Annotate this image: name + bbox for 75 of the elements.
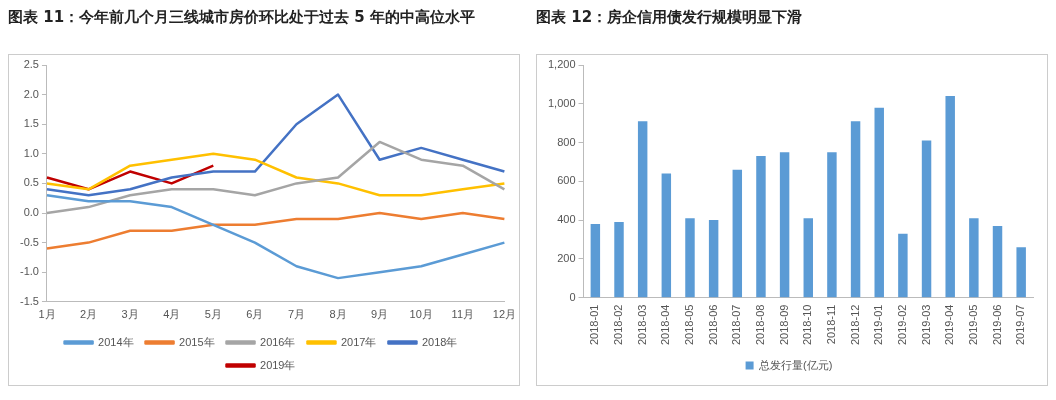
x-tick-label: 12月 — [492, 308, 517, 321]
x-tick-label: 2019-04 — [943, 304, 956, 346]
x-tick-label: 4月 — [163, 308, 181, 321]
bar — [945, 96, 955, 298]
x-tick-label: 2019-06 — [990, 304, 1003, 346]
x-tick-label: 2018-07 — [730, 304, 743, 346]
x-tick-label: 8月 — [329, 308, 347, 321]
bar — [779, 152, 790, 298]
x-tick-label: 2018-10 — [801, 304, 814, 346]
legend-label: 2014年 — [98, 335, 134, 348]
y-tick-label: 2.5 — [23, 58, 39, 71]
legend-label: 2018年 — [421, 335, 458, 348]
y-tick-label: 800 — [557, 135, 576, 148]
legend-label: 2019年 — [260, 358, 296, 371]
legend-label: 2016年 — [260, 335, 296, 348]
x-tick-label: 2018-02 — [612, 304, 625, 346]
bar — [803, 218, 813, 298]
y-tick-label: 200 — [557, 251, 576, 264]
y-tick-label: 400 — [557, 213, 576, 226]
x-tick-label: 2019-03 — [919, 304, 932, 346]
y-tick-label: 0.0 — [23, 206, 39, 219]
bar — [708, 220, 719, 298]
x-tick-label: 2月 — [79, 308, 98, 321]
bar — [661, 173, 672, 298]
x-tick-label: 7月 — [287, 308, 306, 321]
x-tick-label: 2018-06 — [706, 304, 719, 346]
y-tick-label: 0.5 — [23, 176, 39, 189]
bar — [685, 218, 695, 298]
x-tick-label: 6月 — [246, 308, 264, 321]
y-tick-label: 1.0 — [23, 146, 39, 159]
legend-label: 总发行量(亿元) — [758, 358, 833, 371]
x-tick-label: 3月 — [121, 308, 139, 321]
bar — [874, 107, 884, 298]
bar — [850, 121, 861, 298]
bar — [992, 225, 1003, 298]
y-tick-label: 2.0 — [23, 87, 39, 100]
y-tick-label: -1.0 — [19, 265, 39, 278]
bar — [637, 121, 648, 298]
x-tick-label: 2018-04 — [659, 304, 672, 346]
x-tick-label: 11月 — [451, 308, 475, 321]
bar — [969, 218, 979, 298]
x-tick-label: 5月 — [204, 308, 222, 321]
y-tick-label: 0 — [569, 290, 576, 303]
bar — [614, 222, 624, 298]
y-tick-label: 1,200 — [548, 58, 576, 71]
x-tick-label: 2019-01 — [872, 304, 885, 346]
bar — [1016, 247, 1026, 298]
chart-title: 图表 12：房企信用债发行规模明显下滑 — [536, 7, 804, 28]
legend-label: 2015年 — [179, 335, 215, 348]
x-tick-label: 2018-08 — [753, 304, 766, 346]
bar — [590, 223, 601, 298]
bar — [756, 156, 766, 298]
bar — [898, 233, 908, 298]
y-tick-label: -0.5 — [19, 235, 39, 248]
x-tick-label: 2018-11 — [824, 304, 837, 345]
bar — [921, 140, 932, 298]
x-tick-label: 2018-01 — [588, 304, 601, 346]
y-tick-label: 600 — [557, 174, 576, 187]
bar — [732, 169, 743, 298]
x-tick-label: 2018-12 — [848, 304, 861, 346]
x-tick-label: 10月 — [409, 308, 433, 321]
legend-label: 2017年 — [340, 335, 377, 348]
x-tick-label: 2018-03 — [635, 304, 648, 346]
y-tick-label: 1,000 — [548, 96, 576, 109]
x-tick-label: 2018-09 — [777, 304, 790, 346]
bar — [827, 152, 837, 298]
y-tick-label: -1.5 — [19, 294, 39, 307]
x-tick-label: 2018-05 — [683, 304, 696, 346]
y-tick-label: 1.5 — [23, 117, 39, 130]
x-tick-label: 9月 — [371, 308, 389, 321]
x-tick-label: 2019-07 — [1014, 304, 1027, 346]
x-tick-label: 2019-05 — [966, 304, 979, 346]
chart-title: 图表 11：今年前几个月三线城市房价环比处于过去 5 年的中高位水平 — [8, 7, 476, 28]
x-tick-label: 2019-02 — [895, 304, 908, 346]
x-tick-label: 1月 — [38, 308, 56, 321]
